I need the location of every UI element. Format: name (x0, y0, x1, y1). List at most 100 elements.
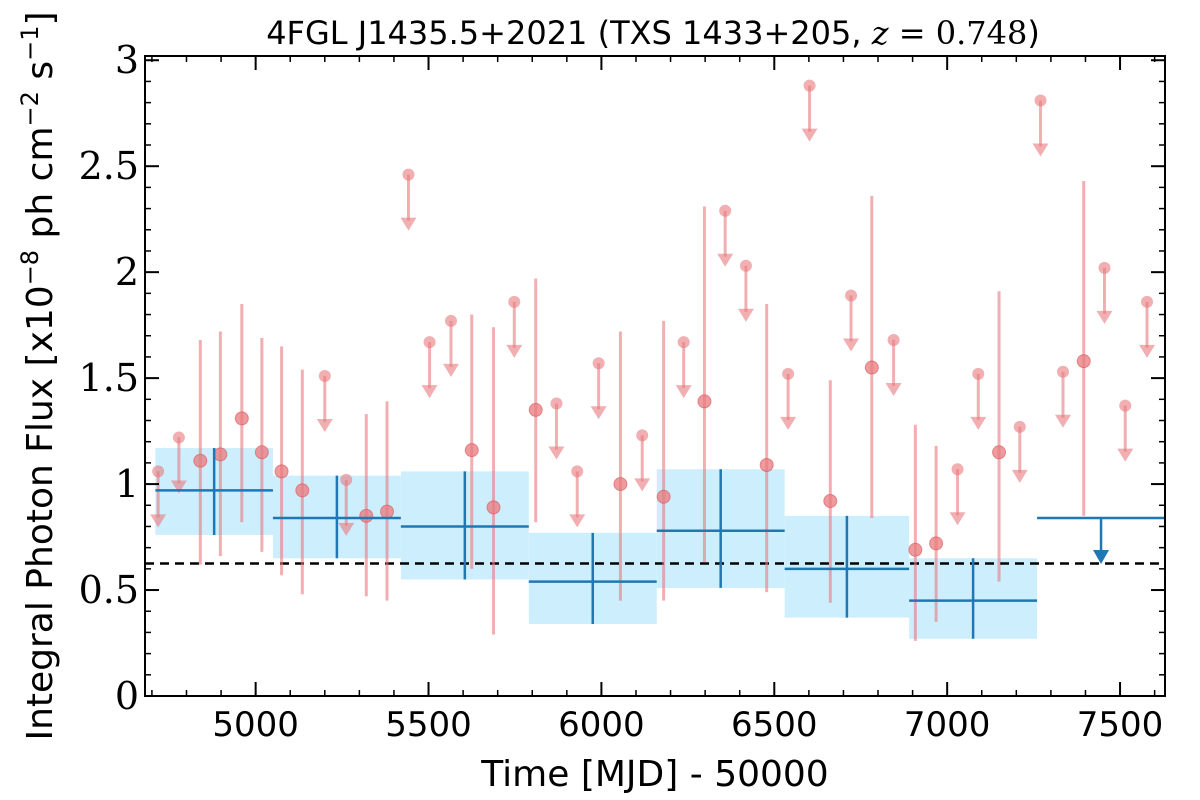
short-bin-point (486, 500, 501, 515)
short-bin-point (193, 453, 208, 468)
long-bin-bands (155, 448, 1038, 639)
y-tick-label: 1.5 (79, 356, 139, 400)
short-bin-points (152, 79, 1154, 557)
short-bin-upper-limit-arrow (737, 308, 754, 322)
short-bin-upper-limit-point (172, 431, 185, 444)
short-bin-upper-limit-point (550, 397, 563, 410)
short-bin-upper-limit-arrow (1096, 310, 1113, 324)
short-bin-upper-limit-arrow (1117, 448, 1134, 462)
short-bin-upper-limit-point (1057, 365, 1069, 378)
short-bin-upper-limit-point (318, 370, 331, 382)
short-bin-point (1076, 354, 1091, 369)
short-bin-upper-limit-arrow (780, 416, 797, 430)
short-bin-point (697, 394, 712, 409)
long-bin-upper-limit-arrow (1093, 549, 1110, 564)
short-bin-point (254, 445, 269, 460)
short-bin-point (213, 447, 228, 462)
short-bin-upper-limit-arrow (634, 478, 651, 492)
x-tick-label: 6500 (731, 705, 818, 745)
short-bin-point (929, 536, 944, 551)
short-bin-upper-limit-arrow (150, 514, 167, 528)
short-bin-upper-limit-point (340, 473, 353, 486)
short-bin-upper-limit-arrow (569, 514, 586, 528)
short-bin-upper-limits (150, 85, 1156, 536)
y-tick-label: 0.5 (79, 568, 139, 612)
short-bin-upper-limit-arrow (400, 217, 417, 231)
short-bin-upper-limit-point (782, 367, 795, 380)
short-bin-point (656, 489, 671, 504)
short-bin-upper-limit-point (1119, 399, 1132, 412)
x-tick-label: 7000 (904, 705, 991, 745)
short-bin-upper-limit-arrow (949, 512, 966, 526)
short-bin-point (823, 494, 838, 509)
short-bin-point (908, 542, 923, 557)
x-tick-label: 7500 (1077, 705, 1164, 745)
short-bin-point (234, 411, 249, 426)
short-bin-upper-limit-point (1141, 295, 1154, 308)
short-bin-point (380, 504, 395, 519)
short-bin-upper-limit-arrow (338, 522, 355, 536)
x-tick-label: 6000 (558, 705, 645, 745)
short-bin-point (359, 508, 374, 523)
short-bin-upper-limit-point (592, 357, 605, 370)
short-bin-upper-limit-point (739, 259, 752, 272)
short-bin-upper-limit-arrow (548, 446, 565, 460)
short-bin-upper-limit-arrow (885, 382, 902, 396)
short-bin-upper-limit-arrow (1139, 344, 1156, 358)
short-bin-point (274, 464, 289, 479)
y-tick-label: 2.5 (79, 144, 139, 188)
y-tick-label: 0 (115, 674, 139, 718)
short-bin-upper-limit-arrow (316, 419, 333, 432)
short-bin-upper-limit-arrow (421, 385, 438, 399)
short-bin-upper-limit-point (402, 168, 415, 181)
short-bin-upper-limit-point (445, 314, 457, 327)
short-bin-upper-limit-point (1013, 420, 1026, 433)
short-bin-upper-limit-point (152, 465, 165, 478)
short-bin-upper-limit-arrow (1011, 469, 1028, 483)
short-bin-upper-limit-arrow (970, 416, 987, 430)
short-bin-upper-limit-arrow (717, 253, 734, 267)
short-bin-upper-limit-point (423, 336, 436, 349)
short-bin-upper-limit-point (951, 463, 964, 476)
short-bin-point (295, 483, 310, 498)
short-bin-upper-limit-point (845, 289, 858, 302)
short-bin-upper-limit-arrow (590, 406, 607, 420)
short-bin-upper-limit-point (636, 429, 649, 442)
short-bin-upper-limit-arrow (443, 363, 459, 377)
short-bin-error-bars (198, 181, 1086, 641)
short-bin-upper-limit-point (1034, 94, 1047, 107)
short-bin-point (613, 477, 628, 492)
short-bin-upper-limit-arrow (506, 344, 523, 358)
short-bin-upper-limit-point (719, 204, 732, 217)
short-bin-upper-limit-arrow (675, 385, 692, 399)
short-bin-upper-limit-arrow (1032, 143, 1049, 157)
short-bin-point (759, 458, 774, 473)
short-bin-upper-limit-arrow (801, 128, 818, 142)
short-bin-upper-limit-arrow (170, 480, 187, 494)
short-bin-point (992, 445, 1007, 460)
chart-title: 4FGL J1435.5+2021 (TXS 1433+205, z = 0.7… (266, 14, 1040, 52)
short-bin-upper-limit-arrow (843, 338, 860, 352)
short-bin-upper-limit-point (677, 336, 690, 349)
short-bin-point (464, 443, 479, 458)
x-tick-label: 5500 (385, 705, 472, 745)
y-tick-label: 3 (115, 38, 139, 82)
short-bin-upper-limit-point (972, 367, 985, 380)
short-bin-upper-limit-point (508, 295, 521, 308)
x-axis-label: Time [MJD] - 50000 (480, 754, 828, 795)
short-bin-point (528, 402, 543, 417)
long-bin-markers (155, 448, 1165, 639)
plot-frame (144, 55, 1166, 697)
short-bin-upper-limit-point (1098, 261, 1111, 274)
short-bin-point (864, 360, 879, 375)
y-tick-label: 1 (115, 462, 139, 506)
y-axis: 0 0.5 1 1.5 2 2.5 3 (79, 38, 1165, 718)
x-tick-label: 5000 (212, 705, 299, 745)
x-axis: 5000 5500 6000 6500 7000 7500 (151, 56, 1164, 745)
short-bin-upper-limit-arrow (1055, 414, 1071, 428)
short-bin-upper-limit-point (887, 333, 900, 346)
y-tick-label: 2 (115, 250, 139, 294)
y-axis-label: Integral Photon Flux [x10−8 ph cm−2 s−1] (16, 11, 61, 740)
short-bin-upper-limit-point (803, 79, 816, 92)
